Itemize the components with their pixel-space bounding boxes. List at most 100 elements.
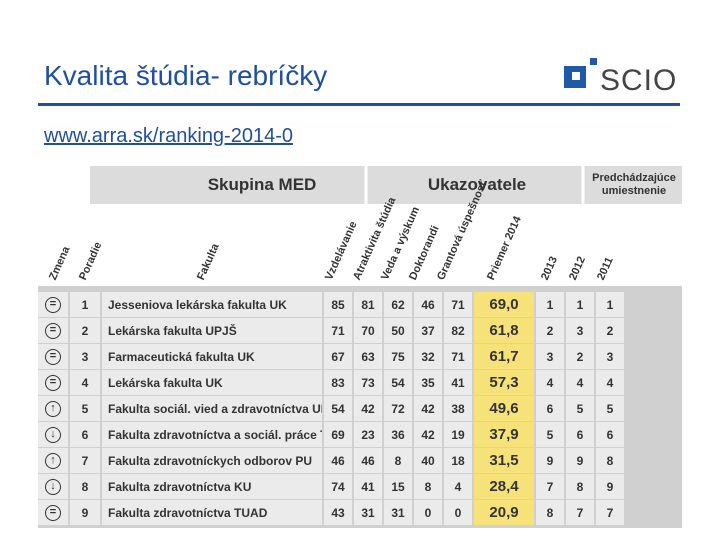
header-previous: Predchádzajúce umiestnenie <box>592 172 676 197</box>
year-cell: 2 <box>566 344 594 369</box>
change-cell: = <box>38 344 68 369</box>
indicator-cell: 42 <box>414 422 442 447</box>
equal-icon: = <box>45 296 61 313</box>
year-cell: 9 <box>596 474 624 499</box>
year-cell: 5 <box>536 422 564 447</box>
indicator-cell: 72 <box>384 396 412 421</box>
table-row: = 1 Jesseniova lekárska fakulta UK 85 81 62 46… <box>38 292 682 317</box>
ranking-table: Skupina MED Ukazovatele Predchádzajúce u… <box>38 166 682 528</box>
indicator-cell: 46 <box>324 448 352 473</box>
year-cell: 2 <box>596 318 624 343</box>
indicator-cell: 43 <box>324 500 352 525</box>
rank-cell: 2 <box>70 318 100 343</box>
indicator-cell: 54 <box>384 370 412 395</box>
indicator-cell: 63 <box>354 344 382 369</box>
table-row: ↑ 7 Fakulta zdravotníckych odborov PU 46 46 8… <box>38 448 682 473</box>
indicator-cell: 19 <box>444 422 472 447</box>
year-cell: 9 <box>566 448 594 473</box>
change-cell: = <box>38 292 68 317</box>
faculty-cell: Fakulta zdravotníctva KU <box>102 474 322 499</box>
indicator-cell: 32 <box>414 344 442 369</box>
scio-logo: SCIO <box>562 56 684 96</box>
table-row: ↑ 5 Fakulta sociál. vied a zdravotníctva U… <box>38 396 682 421</box>
year-cell: 7 <box>596 500 624 525</box>
year-cell: 1 <box>536 292 564 317</box>
score-cell: 31,5 <box>474 448 534 473</box>
indicator-cell: 75 <box>384 344 412 369</box>
indicator-cell: 0 <box>444 500 472 525</box>
arrow-down-icon: ↓ <box>45 478 61 495</box>
rank-cell: 8 <box>70 474 100 499</box>
indicator-cell: 83 <box>324 370 352 395</box>
faculty-cell: Farmaceutická fakulta UK <box>102 344 322 369</box>
indicator-cell: 42 <box>414 396 442 421</box>
faculty-cell: Fakulta zdravotníctva TUAD <box>102 500 322 525</box>
faculty-cell: Fakulta zdravotníctva a sociál. práce TU <box>102 422 322 447</box>
change-cell: = <box>38 370 68 395</box>
equal-icon: = <box>45 322 61 339</box>
year-cell: 3 <box>566 318 594 343</box>
year-cell: 6 <box>596 422 624 447</box>
indicator-cell: 71 <box>324 318 352 343</box>
indicator-cell: 31 <box>354 500 382 525</box>
indicator-cell: 8 <box>414 474 442 499</box>
table-row: = 2 Lekárska fakulta UPJŠ 71 70 50 37 82 61,8 2 3 2 <box>38 318 682 343</box>
year-cell: 2 <box>536 318 564 343</box>
equal-icon: = <box>45 504 61 521</box>
score-cell: 37,9 <box>474 422 534 447</box>
year-cell: 5 <box>566 396 594 421</box>
header-indicators: Ukazovatele <box>427 175 527 194</box>
score-cell: 61,8 <box>474 318 534 343</box>
year-cell: 8 <box>566 474 594 499</box>
indicator-cell: 50 <box>384 318 412 343</box>
year-cell: 6 <box>566 422 594 447</box>
rank-cell: 1 <box>70 292 100 317</box>
indicator-cell: 31 <box>384 500 412 525</box>
indicator-cell: 36 <box>384 422 412 447</box>
indicator-cell: 23 <box>354 422 382 447</box>
table-row: = 9 Fakulta zdravotníctva TUAD 43 31 31 0 0 20,9… <box>38 500 682 525</box>
arrow-up-icon: ↑ <box>45 400 61 417</box>
arrow-down-icon: ↓ <box>45 426 61 443</box>
rank-cell: 4 <box>70 370 100 395</box>
faculty-cell: Fakulta sociál. vied a zdravotníctva UKF <box>102 396 322 421</box>
indicator-cell: 35 <box>414 370 442 395</box>
indicator-cell: 71 <box>444 292 472 317</box>
year-cell: 1 <box>566 292 594 317</box>
year-cell: 6 <box>536 396 564 421</box>
ranking-link[interactable]: www.arra.sk/ranking-2014-0 <box>44 125 293 147</box>
year-cell: 4 <box>536 370 564 395</box>
faculty-cell: Lekárska fakulta UK <box>102 370 322 395</box>
indicator-cell: 46 <box>354 448 382 473</box>
arrow-up-icon: ↑ <box>45 452 61 469</box>
score-cell: 28,4 <box>474 474 534 499</box>
table-row: = 3 Farmaceutická fakulta UK 67 63 75 32 71 61,7… <box>38 344 682 369</box>
score-cell: 69,0 <box>474 292 534 317</box>
indicator-cell: 70 <box>354 318 382 343</box>
indicator-cell: 67 <box>324 344 352 369</box>
rank-cell: 3 <box>70 344 100 369</box>
table-row: ↓ 6 Fakulta zdravotníctva a sociál. práce … <box>38 422 682 447</box>
rank-cell: 7 <box>70 448 100 473</box>
indicator-cell: 40 <box>414 448 442 473</box>
year-cell: 5 <box>596 396 624 421</box>
indicator-cell: 69 <box>324 422 352 447</box>
title-underline <box>38 103 680 106</box>
equal-icon: = <box>45 348 61 365</box>
year-cell: 7 <box>566 500 594 525</box>
change-cell: ↑ <box>38 396 68 421</box>
change-cell: ↑ <box>38 448 68 473</box>
indicator-cell: 85 <box>324 292 352 317</box>
table-row: = 4 Lekárska fakulta UK 83 73 54 35 41 57,3 4 4 4 <box>38 370 682 395</box>
slide-title: Kvalita štúdia- rebríčky <box>44 60 328 91</box>
indicator-cell: 18 <box>444 448 472 473</box>
year-cell: 1 <box>596 292 624 317</box>
change-cell: = <box>38 500 68 525</box>
equal-icon: = <box>45 374 61 391</box>
year-cell: 9 <box>536 448 564 473</box>
score-cell: 57,3 <box>474 370 534 395</box>
indicator-cell: 46 <box>414 292 442 317</box>
rank-cell: 9 <box>70 500 100 525</box>
indicator-cell: 62 <box>384 292 412 317</box>
indicator-cell: 74 <box>324 474 352 499</box>
